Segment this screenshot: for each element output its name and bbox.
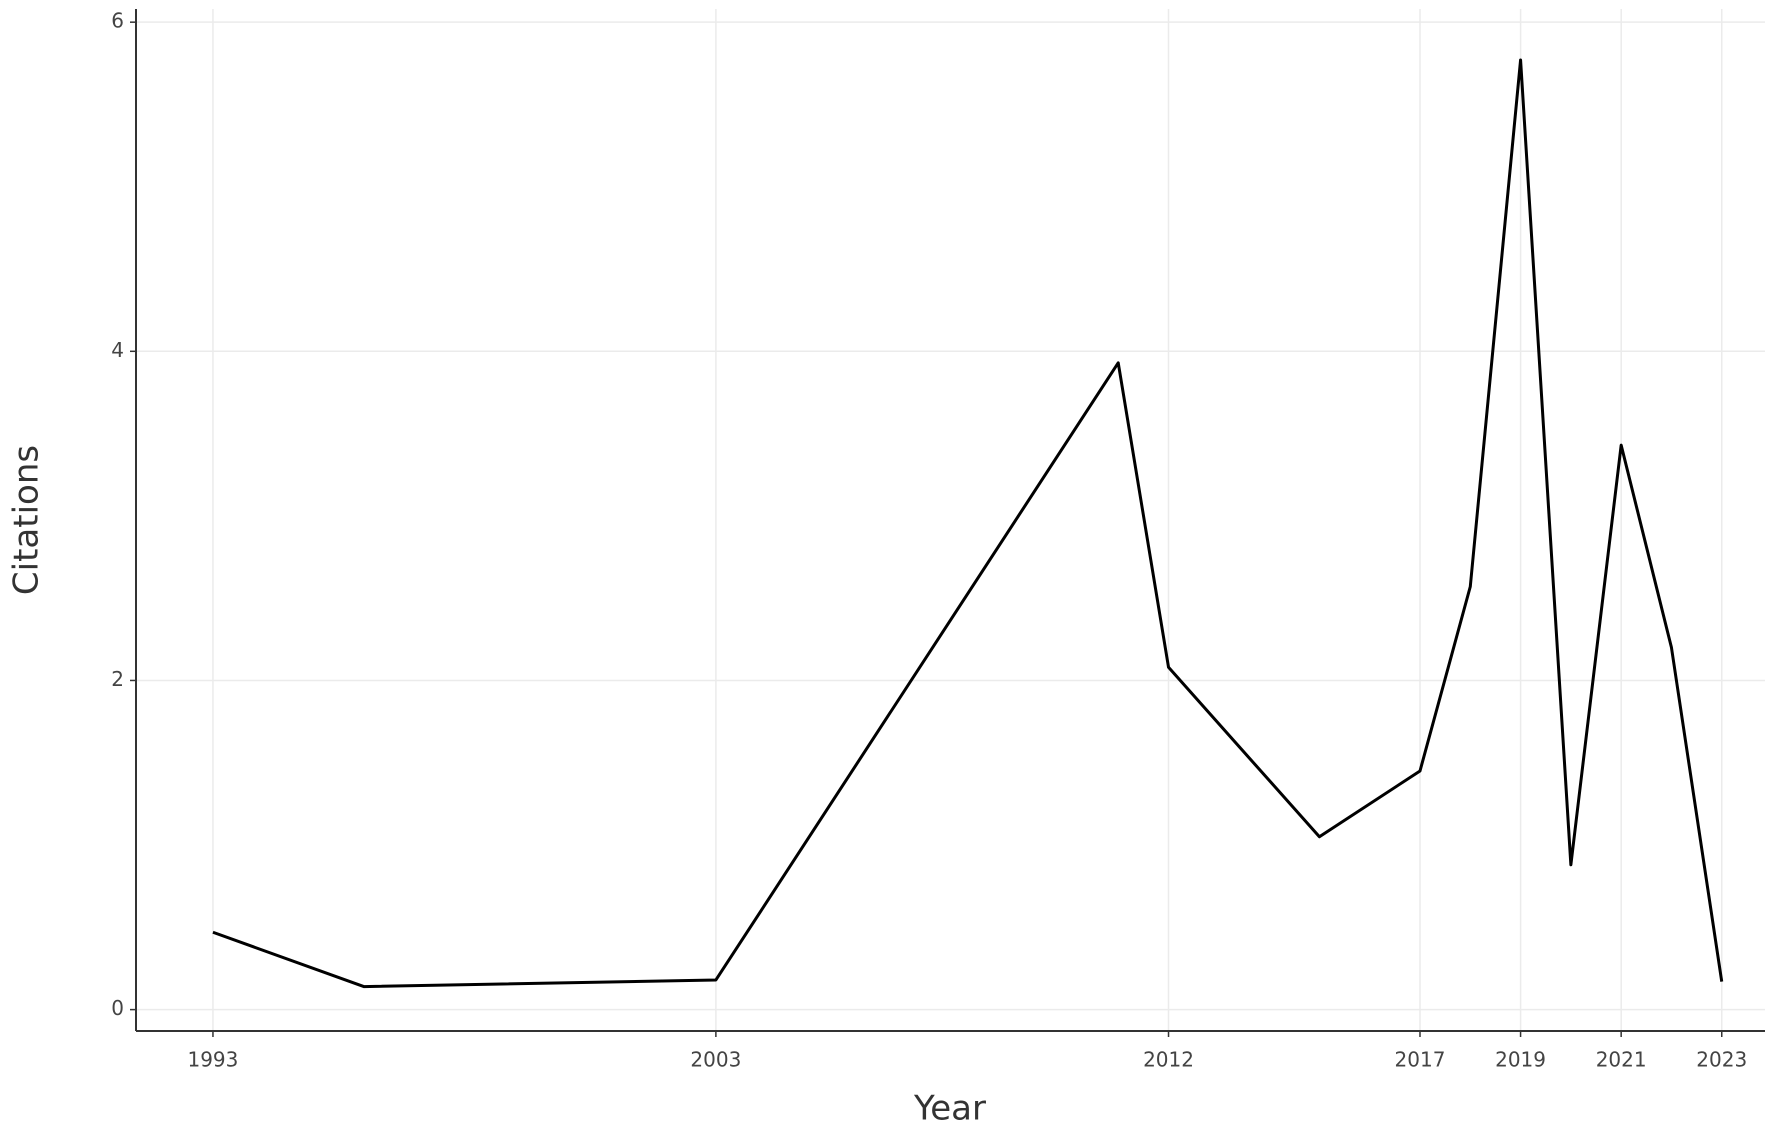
x-tick-label: 2023: [1696, 1048, 1747, 1072]
x-tick-label: 1993: [187, 1048, 238, 1072]
y-tick-label: 2: [111, 667, 124, 691]
x-tick-label: 2017: [1395, 1048, 1446, 1072]
x-tick-label: 2012: [1143, 1048, 1194, 1072]
y-tick-label: 4: [111, 338, 124, 362]
y-axis-title: Citations: [7, 445, 47, 595]
x-axis-title: Year: [913, 1089, 986, 1129]
line-series: [212, 58, 1724, 989]
y-tick-label: 6: [111, 9, 124, 33]
y-tick-label: 0: [111, 996, 124, 1020]
x-tick-label: 2019: [1495, 1048, 1546, 1072]
x-tick-label: 2021: [1596, 1048, 1647, 1072]
x-tick-label: 2003: [690, 1048, 741, 1072]
